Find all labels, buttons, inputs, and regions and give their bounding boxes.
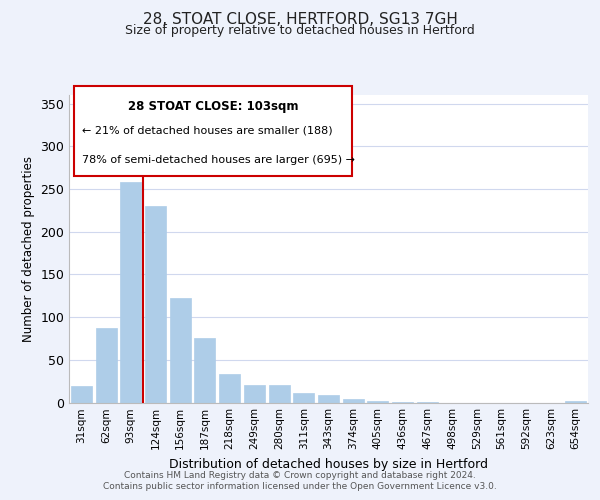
Text: ← 21% of detached houses are smaller (188): ← 21% of detached houses are smaller (18… [82,126,332,136]
Text: Contains public sector information licensed under the Open Government Licence v3: Contains public sector information licen… [103,482,497,491]
Bar [269,386,290,402]
Bar [343,399,364,402]
Text: Size of property relative to detached houses in Hertford: Size of property relative to detached ho… [125,24,475,37]
Text: 28 STOAT CLOSE: 103sqm: 28 STOAT CLOSE: 103sqm [128,100,298,112]
Bar [318,395,339,402]
Bar [244,386,265,402]
Text: 28, STOAT CLOSE, HERTFORD, SG13 7GH: 28, STOAT CLOSE, HERTFORD, SG13 7GH [143,12,457,28]
Bar [71,386,92,402]
FancyBboxPatch shape [74,86,352,176]
Bar [219,374,240,402]
X-axis label: Distribution of detached houses by size in Hertford: Distribution of detached houses by size … [169,458,488,471]
Text: 78% of semi-detached houses are larger (695) →: 78% of semi-detached houses are larger (… [82,155,355,165]
Bar [170,298,191,403]
Bar [145,206,166,402]
Bar [293,393,314,402]
Bar [367,401,388,402]
Bar [120,182,141,402]
Bar [194,338,215,402]
Y-axis label: Number of detached properties: Number of detached properties [22,156,35,342]
Bar [95,328,116,402]
Bar [565,401,586,402]
Text: Contains HM Land Registry data © Crown copyright and database right 2024.: Contains HM Land Registry data © Crown c… [124,471,476,480]
